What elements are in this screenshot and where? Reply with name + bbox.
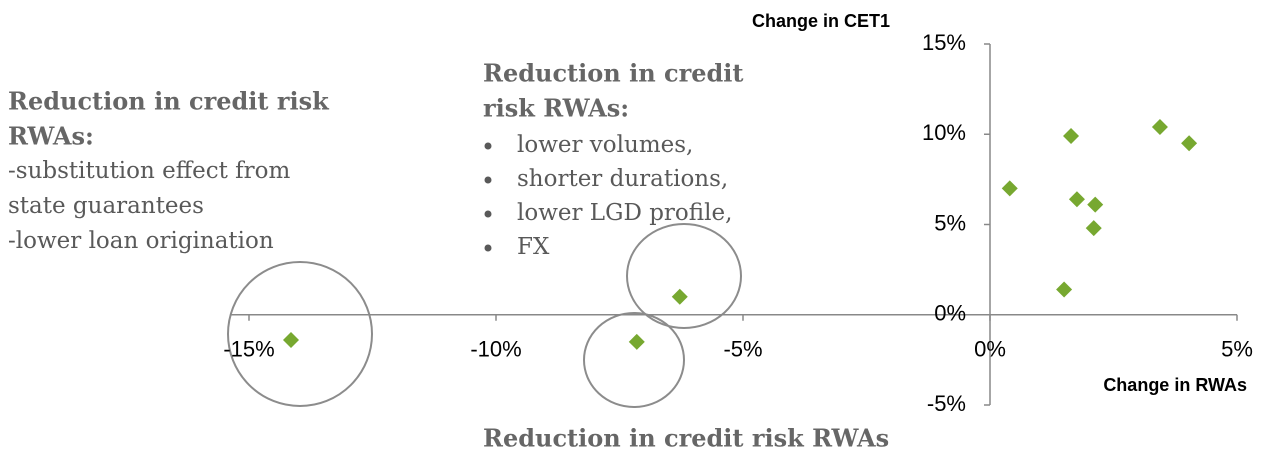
scatter-point [628,333,645,350]
y-axis-title: Change in CET1 [752,11,890,31]
y-tick-label: 0% [934,301,966,326]
bullet [484,142,492,150]
scatter-point [1151,119,1168,136]
annotation-bullet: lower volumes, [517,132,693,158]
y-tick-label: 5% [934,210,966,235]
x-tick-label: 5% [1221,337,1253,362]
bullet [484,210,492,218]
y-tick-label: -5% [927,391,966,416]
highlight-circle [626,223,742,329]
highlight-circle [227,261,373,407]
annotation-title: Reduction in credit risk RWAs [483,424,889,453]
annotation-text: -substitution effect from [8,158,290,184]
x-tick-label: 0% [974,337,1006,362]
scatter-point [1085,220,1102,237]
annotation-title: risk RWAs: [483,94,629,123]
scatter-point [1056,281,1073,298]
annotation-bullet: FX [517,234,550,260]
scatter-point [1181,135,1198,152]
annotation-title: Reduction in credit risk [8,87,330,116]
scatter-point [282,332,299,349]
y-tick-label: 10% [922,120,966,145]
scatter-point [1068,191,1085,208]
annotation-title: RWAs: [8,122,94,151]
highlight-circle [583,312,685,408]
scatter-point [671,288,688,305]
annotation-bullet: shorter durations, [517,166,728,192]
scatter-point [1063,128,1080,145]
bullet [484,176,492,184]
x-tick-label: -10% [470,337,521,362]
scatter-point [1087,196,1104,213]
x-tick-label: -15% [223,337,274,362]
annotation-bullet: lower LGD profile, [517,200,732,226]
annotation-text: -lower loan origination [8,228,274,254]
scatter-point [1001,180,1018,197]
annotation-title: Reduction in credit [483,59,744,88]
y-tick-label: 15% [922,30,966,55]
bullet [484,244,492,252]
x-axis-title: Change in RWAs [1103,375,1247,395]
annotation-text: state guarantees [8,193,204,219]
x-tick-label: -5% [723,337,762,362]
